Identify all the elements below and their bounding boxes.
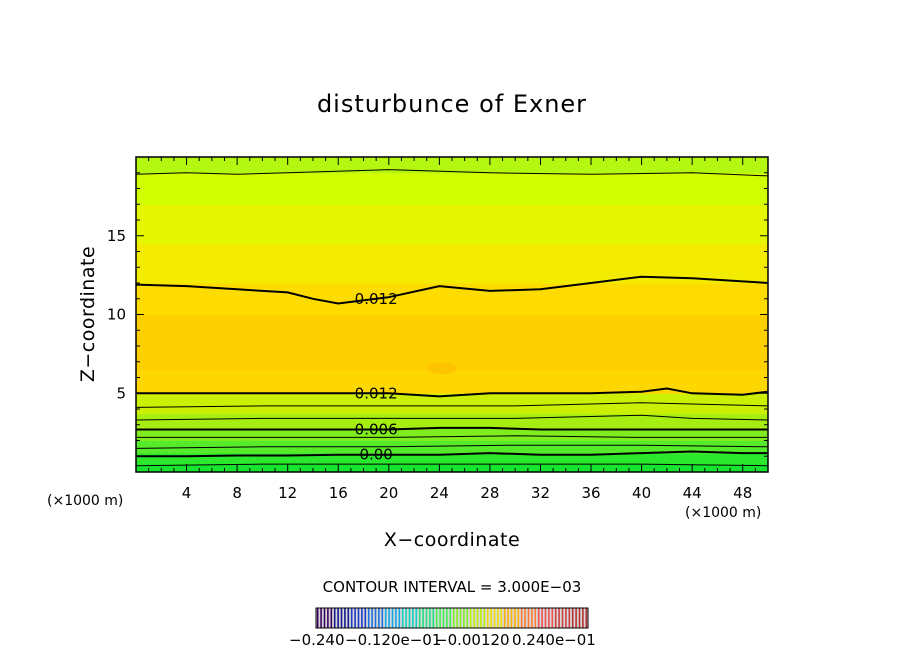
contour-label: 0.012 — [355, 384, 398, 402]
y-tick-label: 15 — [107, 227, 126, 245]
contour-line — [136, 387, 769, 398]
x-tick-label: 32 — [531, 484, 550, 502]
x-tick-label: 36 — [581, 484, 600, 502]
contour-line — [136, 435, 768, 438]
x-tick-label: 48 — [733, 484, 752, 502]
x-tick-label: 16 — [329, 484, 348, 502]
colorbar-label: −0.00120 — [435, 631, 510, 649]
color-band — [136, 314, 768, 371]
field-fill — [136, 157, 768, 473]
contour-line — [135, 414, 769, 421]
color-band — [136, 283, 768, 315]
x-tick-label: 40 — [632, 484, 651, 502]
contour-lines — [135, 169, 769, 467]
field-maximum-patch — [426, 362, 457, 375]
x-tick-label: 12 — [278, 484, 297, 502]
color-band — [136, 440, 768, 454]
color-band — [136, 157, 768, 174]
colorbar — [315, 607, 589, 629]
colorbar-label: 0.240e−01 — [512, 631, 596, 649]
y-axis-label: Z−coordinate — [77, 246, 99, 382]
colorbar-labels: −0.240 −0.120e−01 −0.00120 0.240e−01 — [289, 631, 596, 649]
contour-line — [136, 450, 768, 458]
chart-title: disturbunce of Exner — [317, 90, 587, 118]
x-tick-label: 8 — [232, 484, 242, 502]
contour-line — [135, 169, 769, 177]
colorbar-label: −0.240 — [289, 631, 345, 649]
contour-label: 0.012 — [355, 290, 398, 308]
y-tick-label: 5 — [116, 384, 126, 402]
x-tick-label: 28 — [480, 484, 499, 502]
x-axis-label: X−coordinate — [384, 529, 520, 551]
contour-line — [135, 463, 769, 467]
y-tick-label: 10 — [107, 306, 126, 324]
contour-label: 0.00 — [359, 446, 392, 464]
colorbar-frame — [315, 607, 589, 629]
contour-line — [135, 275, 769, 305]
x-tick-label: 24 — [430, 484, 449, 502]
contour-labels: 0.00 0.006 0.012 0.012 — [355, 290, 398, 464]
contour-line — [135, 402, 769, 408]
color-band — [136, 172, 768, 205]
contour-line — [136, 426, 768, 431]
contour-interval-text: CONTOUR INTERVAL = 3.000E−03 — [323, 578, 582, 596]
y-unit-label: (×1000 m) — [47, 493, 123, 509]
x-tick-label: 44 — [683, 484, 702, 502]
contour-label: 0.006 — [355, 420, 398, 438]
colorbar-label: −0.120e−01 — [345, 631, 441, 649]
color-band — [136, 413, 768, 429]
x-unit-label: (×1000 m) — [685, 505, 761, 521]
contour-line — [135, 444, 769, 449]
color-band — [136, 453, 768, 465]
color-band — [136, 393, 768, 415]
x-tick-label: 20 — [379, 484, 398, 502]
color-band — [136, 204, 768, 245]
x-tick-label: 4 — [182, 484, 192, 502]
